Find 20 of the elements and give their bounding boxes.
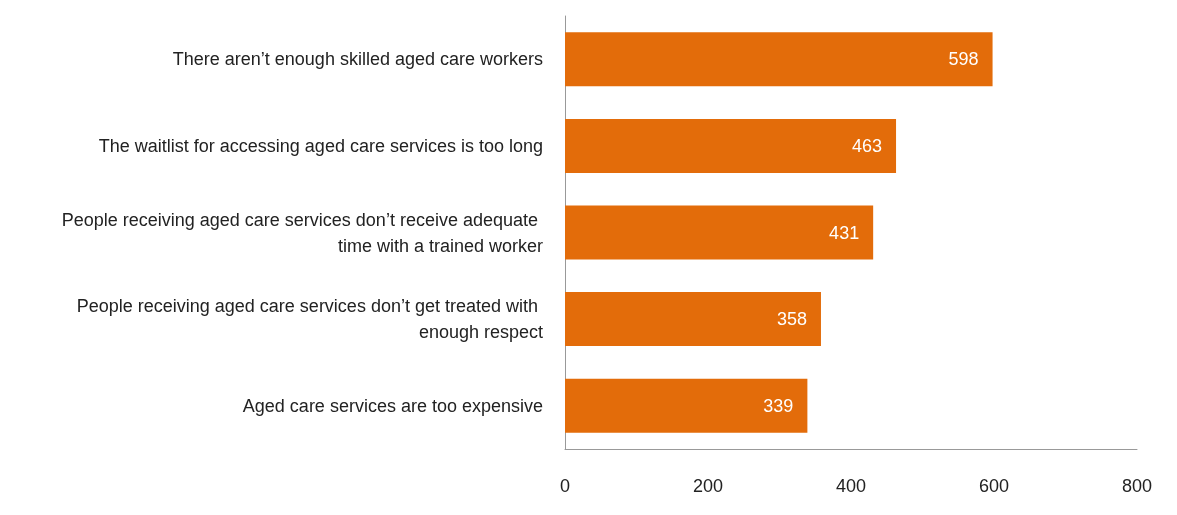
x-tick-label: 200 (692, 476, 724, 496)
x-tick-label: 400 (835, 476, 867, 496)
data-label: 431 (829, 222, 860, 243)
data-label: 339 (763, 395, 794, 416)
y-tick-label: The waitlist for accessing aged care services is too long (98, 135, 543, 156)
x-tick-label: 800 (1121, 476, 1153, 496)
x-tick-label: 0 (559, 476, 571, 496)
data-label: 358 (776, 309, 807, 330)
bar (565, 32, 993, 87)
y-tick-label: There aren’t enough skilled aged care workers (172, 49, 543, 70)
y-tick-label: People receiving aged care services don’t receive adequate time with a trained worker (61, 209, 543, 256)
y-tick-label: People receiving aged care services don’t get treated with enough respect (76, 296, 543, 343)
data-label: 463 (852, 135, 883, 156)
bar (565, 205, 874, 260)
y-tick-label: Aged care services are too expensive (242, 395, 543, 416)
bar (565, 118, 897, 173)
bar (565, 378, 808, 433)
bar (565, 292, 821, 347)
x-tick-label: 600 (978, 476, 1010, 496)
data-label: 598 (948, 49, 979, 70)
